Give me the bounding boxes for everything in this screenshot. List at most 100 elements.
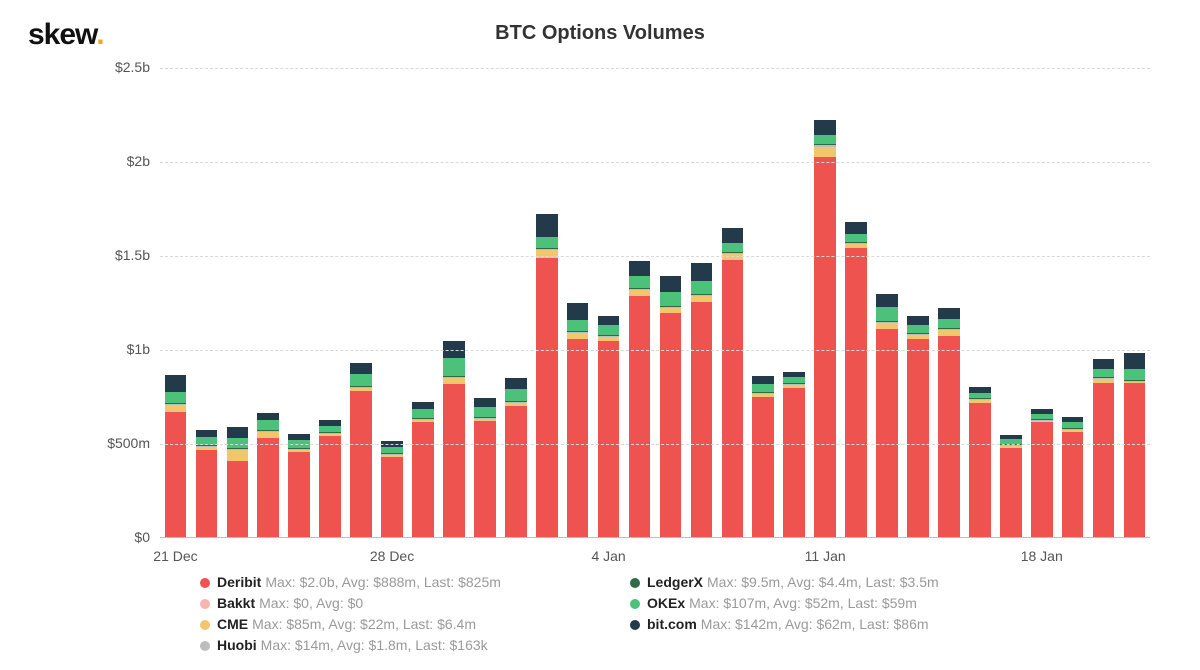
bar xyxy=(1093,359,1115,538)
bar-segment-deribit xyxy=(196,450,218,538)
legend-name: CME xyxy=(217,615,248,634)
bar-segment-bitcom xyxy=(1124,353,1146,369)
legend-stats: Max: $0, Avg: $0 xyxy=(259,594,363,613)
bar-segment-bitcom xyxy=(938,308,960,319)
bar-segment-bitcom xyxy=(474,398,496,407)
bar-segment-deribit xyxy=(783,388,805,538)
chart-title: BTC Options Volumes xyxy=(0,22,1200,45)
bar-segment-deribit xyxy=(845,248,867,538)
legend-item-huobi[interactable]: HuobiMax: $14m, Avg: $1.8m, Last: $163k xyxy=(200,636,630,655)
bar-segment-deribit xyxy=(227,461,249,538)
bar-segment-deribit xyxy=(474,421,496,538)
legend-stats: Max: $14m, Avg: $1.8m, Last: $163k xyxy=(261,636,488,655)
bar-segment-okex xyxy=(227,438,249,447)
bar xyxy=(536,214,558,538)
legend-stats: Max: $142m, Avg: $62m, Last: $86m xyxy=(701,615,929,634)
legend-item-bakkt[interactable]: BakktMax: $0, Avg: $0 xyxy=(200,594,630,613)
bar-segment-bitcom xyxy=(691,263,713,281)
bar-segment-deribit xyxy=(907,339,929,538)
bar-segment-deribit xyxy=(443,384,465,538)
legend-item-cme[interactable]: CMEMax: $85m, Avg: $22m, Last: $6.4m xyxy=(200,615,630,634)
bar xyxy=(783,372,805,538)
legend-item-ledgerx[interactable]: LedgerXMax: $9.5m, Avg: $4.4m, Last: $3.… xyxy=(630,573,1060,592)
bar-segment-deribit xyxy=(876,329,898,538)
bar-segment-bitcom xyxy=(1093,359,1115,368)
legend-swatch-icon xyxy=(630,578,640,588)
bar xyxy=(196,430,218,538)
bar-segment-okex xyxy=(536,237,558,248)
legend-swatch-icon xyxy=(630,599,640,609)
bar-segment-bitcom xyxy=(845,222,867,234)
bar-segment-bitcom xyxy=(629,261,651,275)
legend-item-deribit[interactable]: DeribitMax: $2.0b, Avg: $888m, Last: $82… xyxy=(200,573,630,592)
bar-segment-deribit xyxy=(288,452,310,538)
y-axis-label: $1b xyxy=(70,341,150,357)
bars-container xyxy=(160,68,1150,538)
bar xyxy=(165,375,187,538)
bar-segment-bitcom xyxy=(722,228,744,243)
y-axis-label: $0 xyxy=(70,529,150,545)
bar-segment-deribit xyxy=(536,258,558,538)
bar-segment-deribit xyxy=(938,336,960,538)
bar-segment-okex xyxy=(938,319,960,328)
bar-segment-deribit xyxy=(505,406,527,538)
bar-segment-okex xyxy=(845,234,867,242)
bar-segment-deribit xyxy=(350,391,372,538)
bar-segment-deribit xyxy=(257,438,279,538)
y-gridline xyxy=(160,350,1150,351)
y-axis-label: $2.5b xyxy=(70,59,150,75)
x-axis-label: 28 Dec xyxy=(370,548,414,564)
legend-item-okex[interactable]: OKExMax: $107m, Avg: $52m, Last: $59m xyxy=(630,594,1060,613)
bar-segment-deribit xyxy=(598,341,620,538)
legend-stats: Max: $85m, Avg: $22m, Last: $6.4m xyxy=(252,615,476,634)
bar-segment-okex xyxy=(660,292,682,305)
bar xyxy=(752,376,774,538)
bar xyxy=(319,420,341,538)
bar-segment-okex xyxy=(443,358,465,376)
legend-item-bitcom[interactable]: bit.comMax: $142m, Avg: $62m, Last: $86m xyxy=(630,615,1060,634)
bar-segment-deribit xyxy=(1062,432,1084,538)
legend-name: Bakkt xyxy=(217,594,255,613)
legend-stats: Max: $9.5m, Avg: $4.4m, Last: $3.5m xyxy=(707,573,939,592)
y-gridline xyxy=(160,68,1150,69)
bar-segment-deribit xyxy=(567,339,589,538)
bar xyxy=(257,413,279,538)
bar-segment-bitcom xyxy=(536,214,558,237)
bar xyxy=(288,434,310,538)
legend-name: LedgerX xyxy=(647,573,703,592)
legend-name: bit.com xyxy=(647,615,697,634)
legend: DeribitMax: $2.0b, Avg: $888m, Last: $82… xyxy=(200,573,1100,655)
bar-segment-okex xyxy=(1124,369,1146,380)
bar-segment-okex xyxy=(567,320,589,331)
legend-stats: Max: $107m, Avg: $52m, Last: $59m xyxy=(689,594,917,613)
bar-segment-okex xyxy=(752,384,774,392)
bar xyxy=(1000,435,1022,538)
bar-segment-deribit xyxy=(660,313,682,538)
bar-segment-okex xyxy=(412,409,434,417)
bar xyxy=(443,341,465,538)
bar-segment-okex xyxy=(505,389,527,400)
bar-segment-okex xyxy=(907,325,929,333)
bar-segment-bitcom xyxy=(814,120,836,135)
y-gridline xyxy=(160,162,1150,163)
bar xyxy=(474,398,496,538)
bar-segment-cme xyxy=(814,147,836,157)
bar-segment-okex xyxy=(876,307,898,320)
bar-segment-cme xyxy=(227,450,249,461)
bar-segment-bitcom xyxy=(660,276,682,293)
bar xyxy=(412,402,434,538)
y-gridline xyxy=(160,444,1150,445)
legend-col-right: LedgerXMax: $9.5m, Avg: $4.4m, Last: $3.… xyxy=(630,573,1060,655)
plot-area: $0$500m$1b$1.5b$2b$2.5b21 Dec28 Dec4 Jan… xyxy=(160,68,1150,538)
x-axis-label: 21 Dec xyxy=(153,548,197,564)
bar-segment-deribit xyxy=(691,302,713,538)
bar xyxy=(629,261,651,538)
bar-segment-deribit xyxy=(722,260,744,538)
bar xyxy=(1124,353,1146,538)
legend-stats: Max: $2.0b, Avg: $888m, Last: $825m xyxy=(265,573,501,592)
legend-name: Huobi xyxy=(217,636,257,655)
bar-segment-bitcom xyxy=(412,402,434,410)
bar xyxy=(722,228,744,538)
legend-name: Deribit xyxy=(217,573,261,592)
chart-frame: skew. BTC Options Volumes $0$500m$1b$1.5… xyxy=(0,0,1200,670)
